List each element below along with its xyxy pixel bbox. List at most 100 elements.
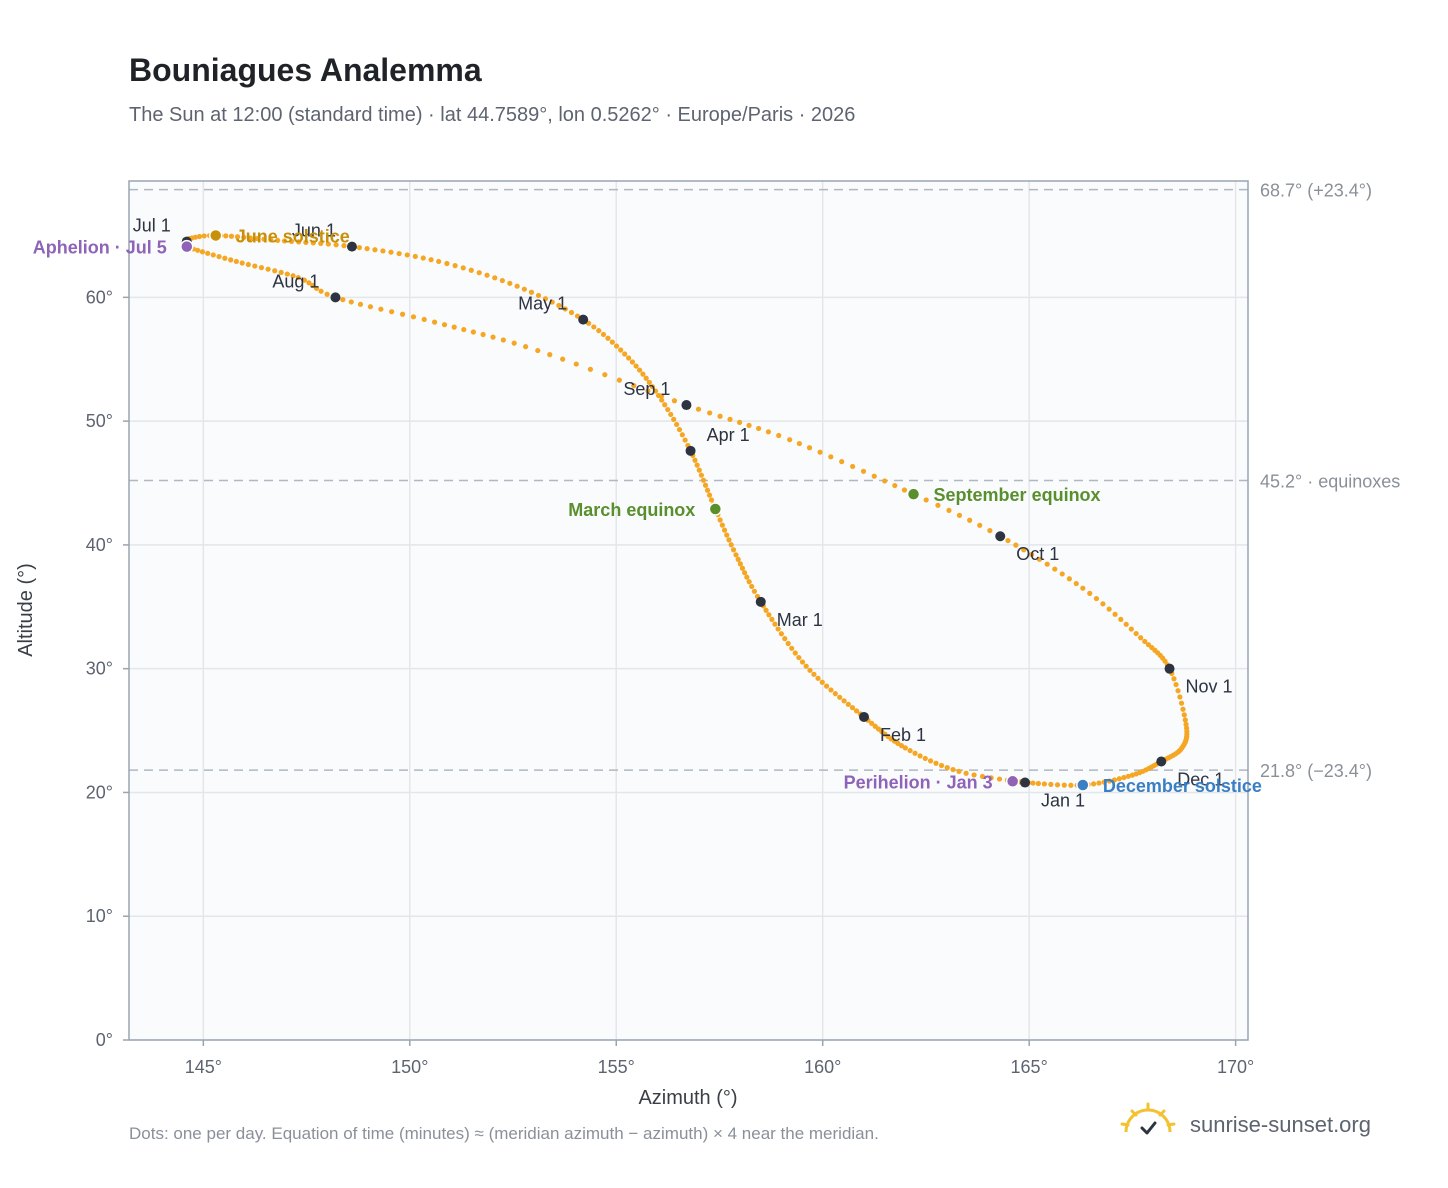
day-dot — [428, 257, 434, 263]
day-dot — [832, 691, 838, 697]
day-dot — [196, 233, 203, 240]
day-dot — [591, 324, 597, 330]
reference-label: 68.7° (+23.4°) — [1260, 181, 1372, 201]
y-tick-label: 60° — [86, 287, 113, 307]
day-dot — [837, 694, 843, 700]
day-dot — [514, 283, 520, 289]
month-label: May 1 — [518, 294, 567, 314]
day-dot — [412, 253, 418, 260]
day-dot — [787, 437, 793, 443]
day-dot — [796, 654, 802, 661]
day-dot — [841, 698, 847, 704]
day-dot — [547, 352, 553, 358]
day-dot — [775, 626, 781, 632]
day-dot — [364, 246, 370, 252]
month-label: Aug 1 — [272, 271, 319, 291]
month-label: Oct 1 — [1016, 544, 1059, 564]
day-dot — [511, 340, 517, 346]
day-dot — [275, 237, 281, 244]
day-dot — [792, 650, 798, 656]
y-tick-label: 20° — [86, 782, 113, 802]
day-dot — [265, 266, 271, 272]
reference-label: 21.8° (−23.4°) — [1260, 761, 1372, 781]
day-dot — [281, 238, 288, 244]
day-dot — [853, 708, 860, 714]
day-dot — [223, 233, 229, 239]
chart-subtitle: The Sun at 12:00 (standard time) · lat 4… — [129, 104, 856, 126]
day-dot — [778, 631, 785, 637]
day-dot — [399, 311, 406, 317]
day-dot — [1138, 635, 1144, 641]
day-dot — [700, 477, 707, 483]
brand[interactable]: sunrise-sunset.org — [1120, 1102, 1400, 1146]
x-tick-label: 155° — [598, 1057, 635, 1077]
day-dot — [882, 478, 888, 484]
day-dot — [528, 289, 535, 295]
event-marker — [208, 228, 223, 243]
plot-area — [129, 181, 1248, 1040]
day-dot — [507, 280, 513, 286]
day-dot — [1175, 688, 1181, 694]
day-dot — [1061, 782, 1067, 788]
month-markers: Jan 1 Feb 1 Mar 1 Apr 1 May 1 Jun 1 Jul 1 Aug 1… — [133, 216, 1233, 811]
month-label: Jun 1 — [292, 221, 336, 241]
day-dot — [241, 234, 247, 240]
day-dot — [735, 556, 741, 562]
day-dot — [963, 770, 969, 776]
day-dot — [839, 459, 845, 465]
day-dot — [1100, 601, 1106, 607]
day-dot — [979, 773, 986, 780]
day-dot — [694, 462, 700, 468]
day-dot — [258, 265, 265, 271]
month-label: Nov 1 — [1186, 677, 1233, 697]
day-dot — [303, 239, 309, 245]
day-dot — [636, 367, 643, 373]
brand-name[interactable]: sunrise-sunset.org — [1190, 1112, 1371, 1137]
day-dot — [201, 233, 207, 239]
day-dot — [313, 285, 320, 291]
day-dot — [210, 252, 216, 258]
day-dot — [410, 314, 417, 320]
day-dot — [1048, 781, 1054, 788]
month-marker — [685, 445, 696, 456]
day-dot — [702, 482, 709, 488]
event-label: December solstice — [1103, 776, 1262, 796]
day-dot — [1128, 626, 1134, 632]
day-dot — [845, 701, 851, 707]
day-dot — [356, 244, 363, 251]
day-dot — [378, 306, 384, 312]
plot-frame — [128, 180, 1249, 1041]
day-dot — [652, 388, 659, 394]
footnote: Dots: one per day. Equation of time (min… — [129, 1124, 879, 1143]
day-dot — [950, 766, 956, 773]
event-label: Aphelion · Jul 5 — [33, 238, 167, 258]
day-dot — [772, 621, 778, 627]
day-dot — [727, 416, 733, 422]
day-dot — [436, 258, 442, 265]
day-dot — [1112, 611, 1118, 617]
day-dot — [444, 260, 450, 267]
day-dot — [460, 265, 466, 271]
day-dot — [631, 382, 637, 389]
reference-label: 45.2° · equinoxes — [1260, 472, 1400, 492]
day-dot — [1091, 781, 1097, 787]
month-label: Mar 1 — [777, 610, 823, 630]
day-dot — [468, 267, 474, 273]
day-dot — [696, 467, 702, 473]
month-label: Jul 1 — [133, 216, 171, 236]
day-dot — [967, 517, 973, 523]
day-dot — [789, 645, 795, 651]
day-dot — [869, 720, 875, 726]
day-dot — [704, 487, 711, 493]
month-marker — [1156, 756, 1167, 767]
day-dot — [1129, 772, 1135, 778]
day-dot — [815, 675, 821, 681]
day-dot — [728, 542, 734, 548]
day-dot — [733, 552, 739, 558]
day-dot — [717, 413, 723, 419]
day-dot — [222, 255, 228, 261]
day-dot — [766, 612, 772, 618]
day-dot — [325, 241, 331, 247]
day-dot — [626, 355, 632, 361]
